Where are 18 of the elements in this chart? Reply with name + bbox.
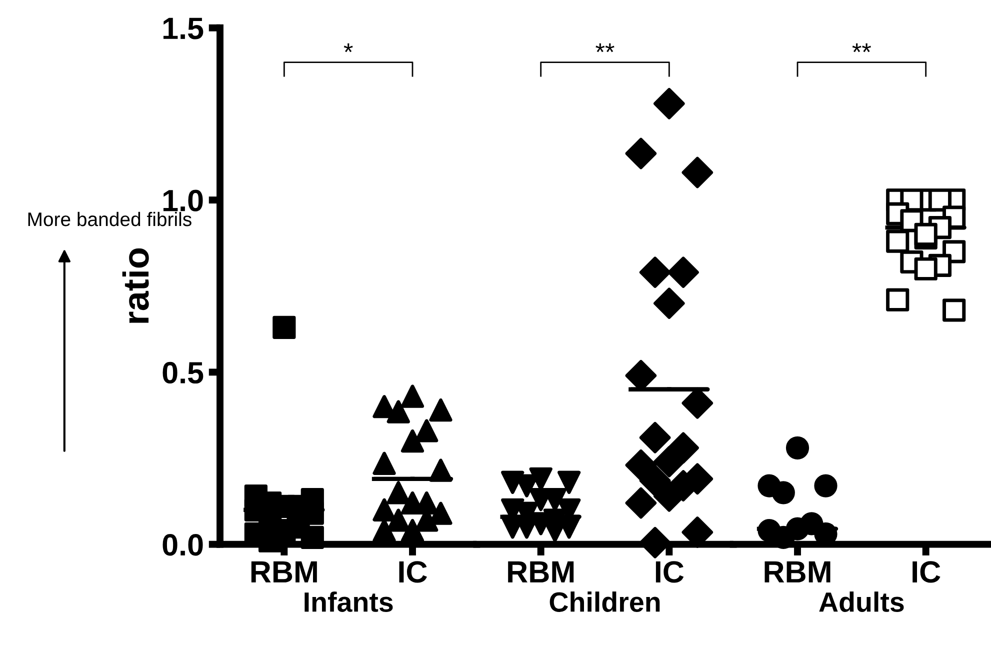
x-tick-label: IC <box>656 561 684 583</box>
y-tick-label: 0.0 <box>162 534 203 556</box>
x-tick-label: IC <box>912 561 940 583</box>
annotation: * <box>344 43 353 52</box>
x-axis-title: Adults <box>819 592 904 612</box>
annotation: ** <box>852 43 872 52</box>
y-tick-label: 1.5 <box>163 18 204 40</box>
x-axis-title: Infants <box>304 592 393 612</box>
annotation: ** <box>596 43 614 52</box>
text: More banded fibrils <box>28 212 192 226</box>
x-tick-label: RBM <box>508 561 574 582</box>
x-tick-label: RBM <box>764 561 830 582</box>
y-tick-label: 0.5 <box>162 362 204 384</box>
y-axis-title: ratio <box>122 248 149 323</box>
x-tick-label: RBM <box>251 561 317 582</box>
y-tick-label: 1.0 <box>163 190 203 212</box>
x-axis-title: Children <box>550 592 660 612</box>
x-tick-label: IC <box>399 561 427 583</box>
